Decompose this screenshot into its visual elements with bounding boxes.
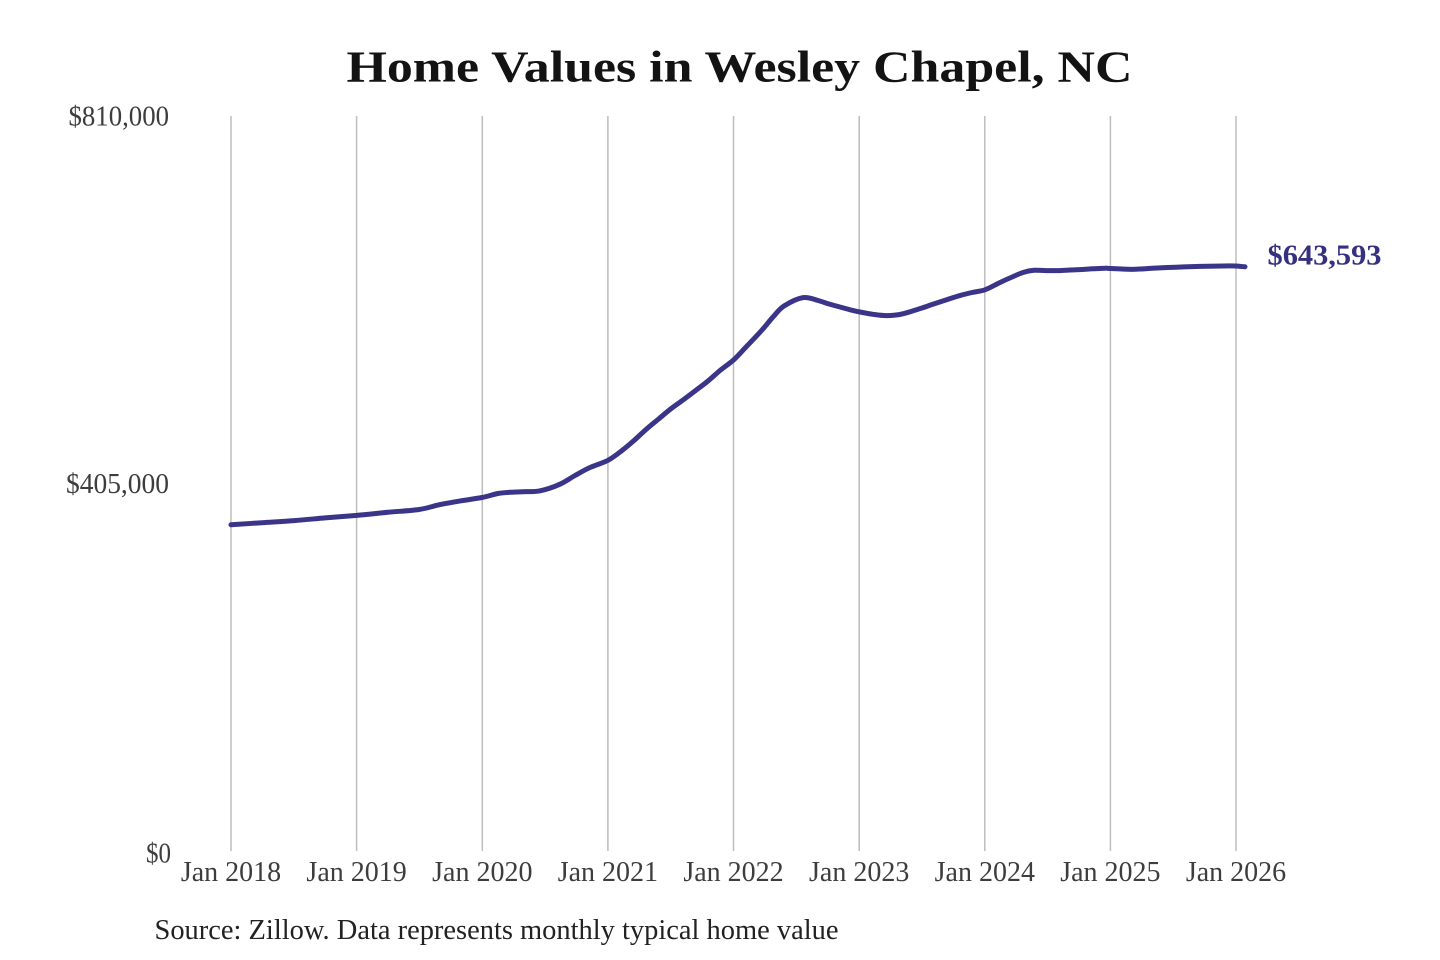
- svg-text:Jan 2020: Jan 2020: [432, 857, 532, 888]
- svg-text:$0: $0: [146, 839, 171, 870]
- svg-text:Jan 2018: Jan 2018: [181, 857, 281, 888]
- svg-text:Jan 2019: Jan 2019: [306, 857, 406, 888]
- svg-text:Jan 2021: Jan 2021: [558, 857, 658, 888]
- svg-text:$643,593: $643,593: [1268, 240, 1382, 271]
- svg-text:Home Values in Wesley Chapel,: Home Values in Wesley Chapel, NC: [347, 43, 1133, 92]
- svg-text:Source: Zillow. Data represent: Source: Zillow. Data represents monthly …: [155, 915, 839, 946]
- svg-text:$405,000: $405,000: [66, 469, 169, 500]
- svg-text:Jan 2022: Jan 2022: [683, 857, 783, 888]
- svg-text:Jan 2023: Jan 2023: [809, 857, 909, 888]
- svg-text:Jan 2025: Jan 2025: [1060, 857, 1160, 888]
- svg-text:$810,000: $810,000: [69, 102, 170, 133]
- svg-text:Jan 2024: Jan 2024: [935, 857, 1035, 888]
- svg-text:Jan 2026: Jan 2026: [1186, 857, 1286, 888]
